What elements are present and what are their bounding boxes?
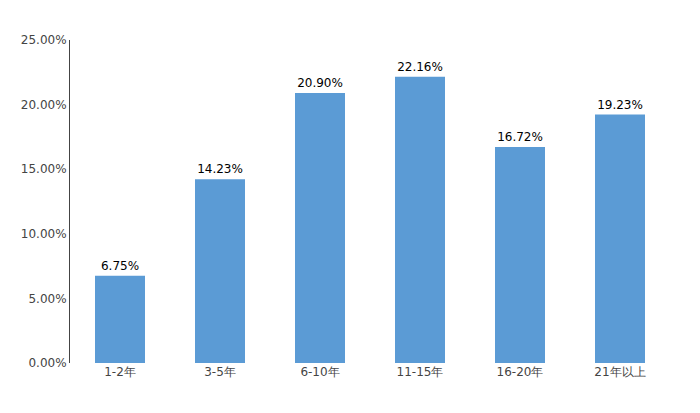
svg-text:20.90%: 20.90% xyxy=(297,76,343,90)
svg-text:5.00%: 5.00% xyxy=(28,292,66,306)
svg-text:0.00%: 0.00% xyxy=(28,356,66,370)
svg-text:3-5年: 3-5年 xyxy=(204,365,236,379)
svg-text:6-10年: 6-10年 xyxy=(300,365,339,379)
svg-text:21年以上: 21年以上 xyxy=(594,365,645,379)
svg-text:20.00%: 20.00% xyxy=(21,98,67,112)
svg-text:16-20年: 16-20年 xyxy=(497,365,544,379)
svg-text:15.00%: 15.00% xyxy=(21,162,67,176)
svg-text:14.23%: 14.23% xyxy=(197,162,243,176)
svg-text:11-15年: 11-15年 xyxy=(397,365,444,379)
svg-text:22.16%: 22.16% xyxy=(397,60,443,74)
svg-text:1-2年: 1-2年 xyxy=(104,365,136,379)
svg-text:10.00%: 10.00% xyxy=(21,227,67,241)
svg-text:6.75%: 6.75% xyxy=(101,259,139,273)
svg-text:25.00%: 25.00% xyxy=(21,33,67,47)
svg-text:16.72%: 16.72% xyxy=(497,130,543,144)
svg-text:19.23%: 19.23% xyxy=(597,98,643,112)
